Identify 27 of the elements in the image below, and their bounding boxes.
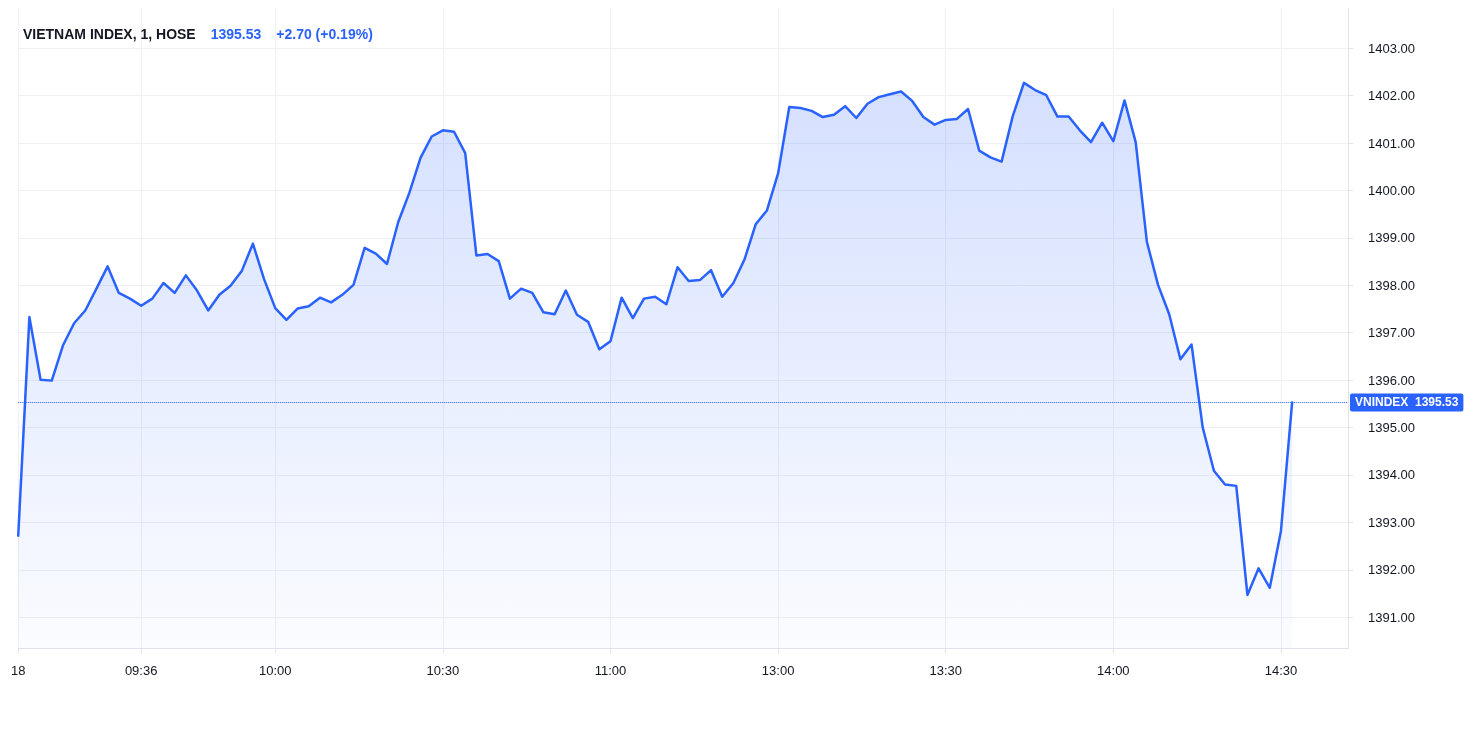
- y-tick-label: 1400.00: [1368, 183, 1415, 199]
- y-tick-label: 1391.00: [1368, 609, 1415, 625]
- x-tick-label: 13:30: [929, 663, 962, 678]
- x-tick-label: 14:30: [1264, 663, 1298, 678]
- y-tick-label: 1398.00: [1368, 277, 1415, 293]
- y-tick-label: 1396.00: [1368, 372, 1415, 388]
- y-tick-label: 1395.00: [1368, 420, 1415, 436]
- y-tick-label: 1403.00: [1368, 40, 1415, 56]
- y-tick-label: 1397.00: [1368, 325, 1415, 341]
- x-tick-label: 11:00: [594, 663, 627, 678]
- annotation: +2.70 (+0.19%): [276, 26, 373, 42]
- x-tick-label: 18: [11, 663, 26, 678]
- annotation: 1395.53: [210, 26, 262, 42]
- x-tick-label: 10:00: [258, 663, 292, 678]
- y-tick-label: 1392.00: [1368, 562, 1415, 578]
- y-tick-label: 1393.00: [1368, 514, 1415, 530]
- x-tick-label: 09:36: [124, 663, 158, 678]
- y-tick-label: 1402.00: [1368, 88, 1415, 104]
- ref-line-label: VNINDEX: [1355, 395, 1416, 410]
- text: VIETNAM INDEX, 1, HOSE: [23, 26, 196, 42]
- text: 1395.53: [1415, 395, 1459, 410]
- x-tick-label: 10:30: [426, 663, 460, 678]
- y-tick-label: 1394.00: [1368, 467, 1415, 483]
- x-tick-label: 14:00: [1097, 663, 1130, 678]
- y-tick-label: 1401.00: [1368, 135, 1415, 151]
- y-tick-label: 1399.00: [1368, 230, 1415, 246]
- x-tick-label: 13:00: [761, 663, 795, 678]
